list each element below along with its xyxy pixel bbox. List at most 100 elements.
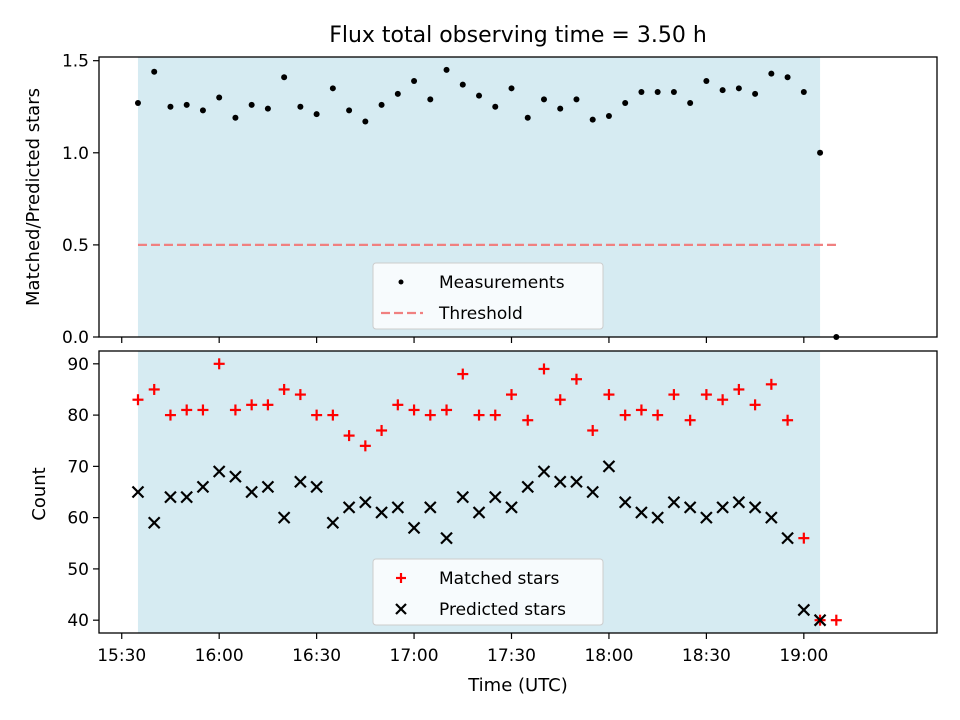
- matched-stars-point: [717, 394, 729, 406]
- predicted-stars-point: [748, 501, 762, 514]
- x-stroke: [635, 506, 648, 519]
- predicted-stars-point: [212, 465, 226, 478]
- x-stroke: [813, 613, 827, 627]
- predicted-stars-point: [813, 613, 827, 627]
- predicted-stars-point: [294, 475, 307, 489]
- matched-stars-point: [603, 389, 615, 401]
- matched-stars-point: [749, 399, 761, 411]
- measurements-point: [752, 90, 759, 97]
- matched-stars-point: [311, 409, 323, 421]
- matched-stars-point: [457, 368, 469, 380]
- predicted-stars-point: [326, 516, 340, 530]
- measurements-point: [638, 89, 645, 95]
- matched-stars-point: [359, 440, 371, 452]
- matched-stars-point: [798, 532, 810, 544]
- axes-frame: [98, 56, 938, 338]
- measurements-point: [784, 74, 791, 81]
- measurements-point: [183, 101, 190, 108]
- measurements-point: [394, 90, 401, 97]
- legend-marker: [398, 279, 404, 285]
- matched-stars-point: [164, 409, 176, 421]
- matched-stars-point: [278, 383, 290, 395]
- predicted-stars-point: [180, 490, 193, 504]
- x-tick-label: 16:30: [292, 646, 341, 666]
- matched-stars-point: [554, 394, 566, 406]
- predicted-stars-point: [732, 495, 746, 509]
- measurements-point: [443, 66, 450, 73]
- x-tick-label: 19:00: [779, 646, 828, 666]
- measurements-point: [719, 87, 726, 94]
- x-stroke: [797, 603, 811, 617]
- matched-stars-point: [587, 424, 599, 436]
- matched-stars-point: [343, 430, 355, 442]
- x-tick-label: 15:30: [97, 646, 146, 666]
- x-stroke: [781, 531, 794, 545]
- measurements-point: [622, 100, 629, 107]
- matched-stars-point: [424, 409, 436, 421]
- predicted-stars-point: [359, 495, 372, 509]
- y-tick-label: 80: [67, 406, 89, 426]
- matched-stars-point: [522, 414, 534, 426]
- predicted-stars-point: [131, 485, 145, 499]
- chart-title: Flux total observing time = 3.50 h: [329, 23, 707, 48]
- measurements-point: [427, 96, 434, 103]
- legend-label: Measurements: [439, 273, 565, 293]
- matched-stars-point: [181, 404, 193, 416]
- predicted-stars-point: [570, 475, 583, 489]
- x-stroke: [375, 506, 388, 519]
- y-tick-label: 1.5: [62, 52, 89, 72]
- predicted-stars-point: [635, 506, 648, 519]
- predicted-stars-point: [586, 485, 599, 499]
- matched-stars-point: [229, 404, 241, 416]
- top-panel: 0.0 0.5 1.0 1.5 Measurements Threshold Matche…: [23, 52, 938, 348]
- predicted-stars-point: [391, 501, 405, 514]
- matched-stars-point: [652, 409, 664, 421]
- x-stroke: [765, 511, 778, 524]
- predicted-stars-point: [700, 511, 713, 524]
- measurements-point: [216, 94, 223, 101]
- x-stroke: [440, 531, 453, 545]
- predicted-stars-point: [537, 465, 551, 478]
- measurements-point: [297, 103, 304, 110]
- measurements-point: [248, 101, 255, 108]
- predicted-stars-point: [229, 470, 242, 483]
- matched-stars-point: [213, 358, 225, 370]
- legend-label: Threshold: [438, 304, 523, 324]
- x-stroke: [212, 465, 226, 478]
- x-stroke: [294, 475, 307, 489]
- x-tick-label: 18:00: [584, 646, 633, 666]
- matched-stars-point: [619, 409, 631, 421]
- measurements-point: [313, 111, 320, 118]
- measurements-point: [703, 77, 710, 84]
- y-tick-label: 0.5: [62, 236, 89, 256]
- measurements-point: [329, 85, 336, 92]
- matched-stars-point: [733, 383, 745, 395]
- measurements-point: [492, 103, 499, 110]
- measurements-point: [167, 103, 174, 110]
- measurements-point: [508, 85, 515, 92]
- x-stroke: [586, 485, 599, 499]
- x-stroke: [342, 501, 356, 514]
- x-stroke: [651, 511, 664, 524]
- measurements-point: [459, 81, 466, 88]
- x-stroke: [732, 495, 746, 509]
- x-stroke: [537, 465, 551, 478]
- measurements-point: [573, 96, 580, 103]
- x-stroke: [147, 516, 161, 530]
- bottom-plot-area: 40 50 60 70 80 90 15:30 16:00 16:30 17:00 17:30 18:…: [67, 350, 938, 666]
- y-tick-label: 1.0: [62, 144, 89, 164]
- measurements-point: [232, 114, 239, 121]
- measurements-point: [199, 107, 206, 114]
- x-stroke: [472, 506, 486, 519]
- matched-stars-point: [782, 414, 794, 426]
- predicted-stars-point: [667, 495, 681, 509]
- predicted-stars-point: [342, 501, 356, 514]
- matched-stars-point: [473, 409, 485, 421]
- predicted-stars-point: [472, 506, 486, 519]
- matched-stars-point: [197, 404, 209, 416]
- y-tick-label: 70: [67, 457, 89, 477]
- y-tick-label: 50: [67, 560, 89, 580]
- x-stroke: [277, 511, 291, 524]
- x-stroke: [131, 485, 145, 499]
- top-plot-area: 0.0 0.5 1.0 1.5 Measurements Threshold: [62, 52, 938, 348]
